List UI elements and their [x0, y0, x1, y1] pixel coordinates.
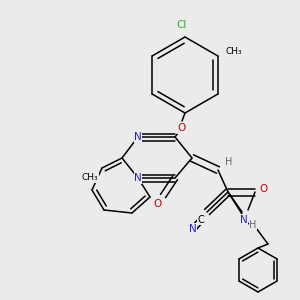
Text: O: O	[154, 199, 162, 209]
Text: CH₃: CH₃	[226, 46, 242, 56]
Text: N: N	[240, 215, 248, 225]
Text: H: H	[225, 157, 233, 167]
Text: N: N	[134, 132, 142, 142]
Text: O: O	[178, 123, 186, 133]
Text: H: H	[249, 220, 257, 230]
Text: C: C	[198, 215, 204, 225]
Text: N: N	[134, 173, 142, 183]
Text: O: O	[259, 184, 267, 194]
Text: N: N	[189, 224, 197, 234]
Text: Cl: Cl	[177, 20, 187, 30]
Text: CH₃: CH₃	[82, 173, 98, 182]
